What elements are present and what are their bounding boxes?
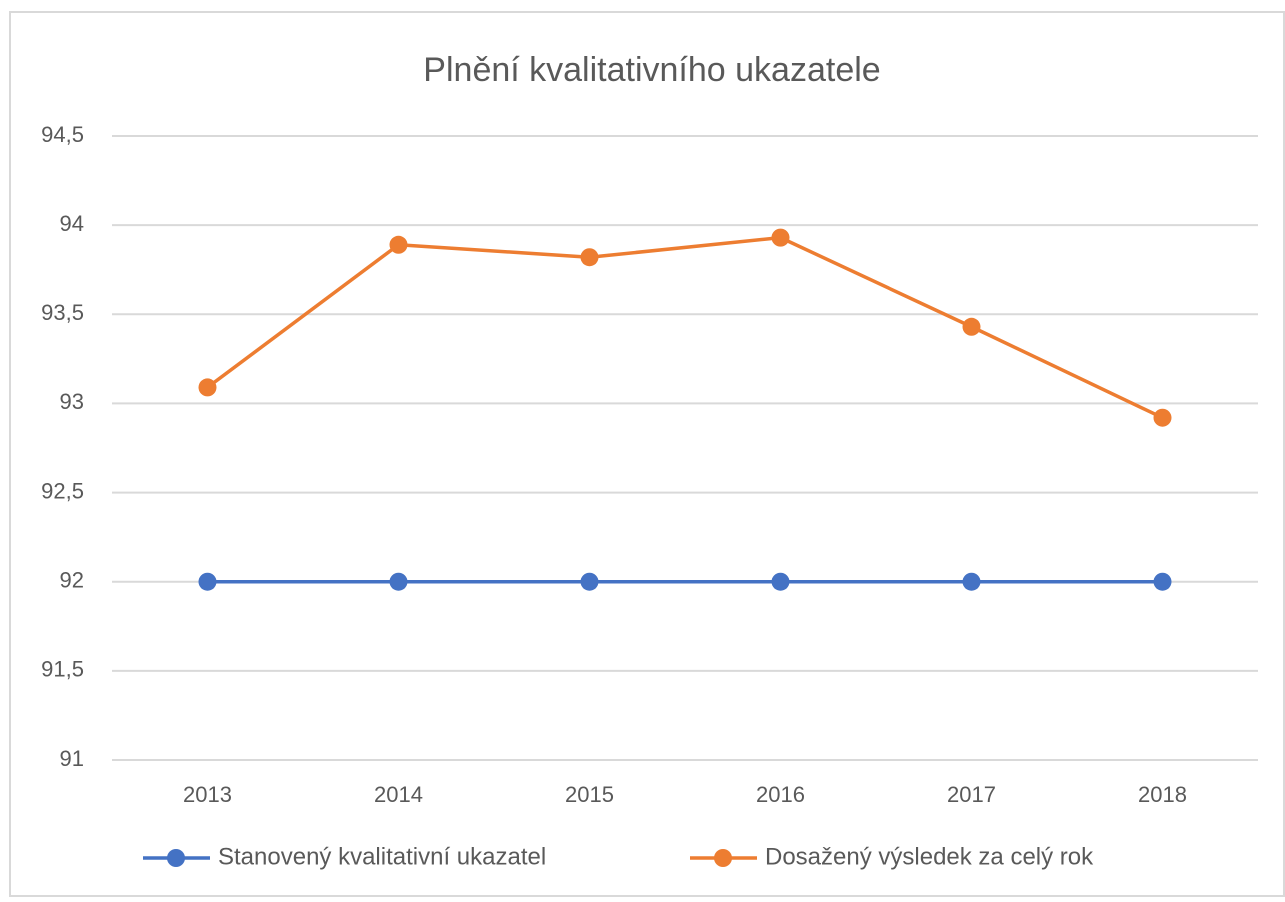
- legend-marker: [167, 849, 185, 867]
- x-tick-label: 2013: [183, 782, 232, 807]
- data-point: [580, 248, 599, 267]
- data-point: [1153, 572, 1172, 591]
- x-tick-label: 2017: [947, 782, 996, 807]
- data-point: [198, 572, 217, 591]
- data-point: [580, 572, 599, 591]
- y-tick-label: 92,5: [41, 478, 84, 503]
- data-point: [389, 572, 408, 591]
- x-tick-label: 2016: [756, 782, 805, 807]
- y-tick-label: 92: [60, 568, 84, 593]
- data-point: [771, 228, 790, 247]
- series-line: [206, 235, 1164, 420]
- legend-label: Stanovený kvalitativní ukazatel: [218, 843, 546, 870]
- y-tick-label: 91,5: [41, 657, 84, 682]
- data-point: [1153, 408, 1172, 427]
- data-point: [962, 572, 981, 591]
- y-tick-label: 94,5: [41, 122, 84, 147]
- y-tick-label: 94: [60, 211, 84, 236]
- data-point: [962, 317, 981, 336]
- data-point: [771, 572, 790, 591]
- y-tick-label: 93,5: [41, 300, 84, 325]
- y-tick-label: 91: [60, 746, 84, 771]
- legend-label: Dosažený výsledek za celý rok: [765, 843, 1094, 870]
- chart-title: Plnění kvalitativního ukazatele: [423, 51, 880, 89]
- x-tick-label: 2015: [565, 782, 614, 807]
- x-tick-label: 2014: [374, 782, 423, 807]
- chart-frame: [9, 11, 1285, 897]
- data-point: [389, 235, 408, 254]
- data-point: [198, 378, 217, 397]
- x-tick-label: 2018: [1138, 782, 1187, 807]
- y-tick-label: 93: [60, 389, 84, 414]
- legend-marker: [714, 849, 732, 867]
